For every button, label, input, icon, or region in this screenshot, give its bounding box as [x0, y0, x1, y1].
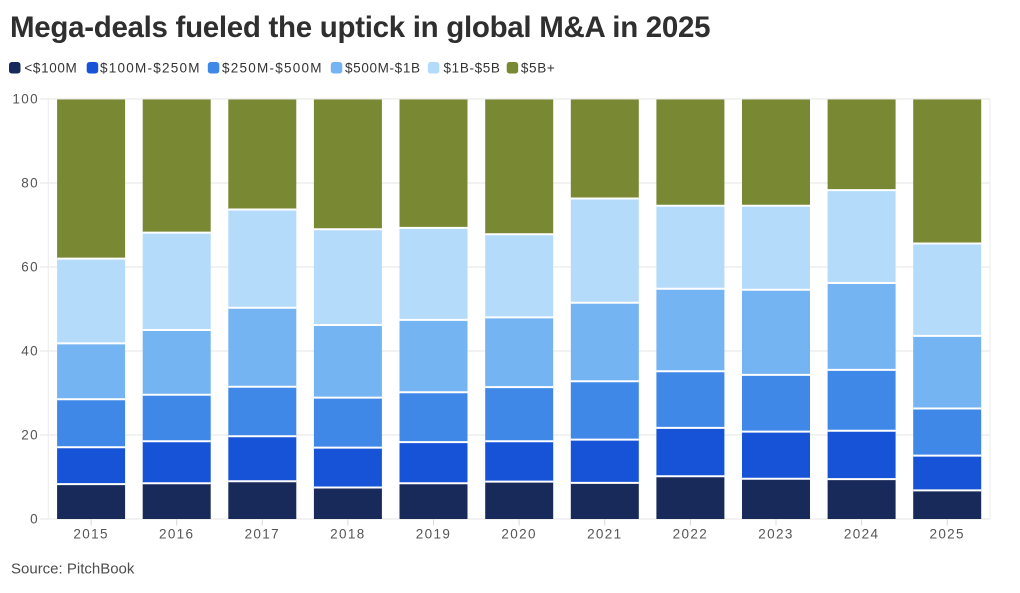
svg-text:<$100M: <$100M: [24, 61, 77, 76]
svg-text:80: 80: [21, 176, 39, 191]
svg-text:2022: 2022: [673, 527, 708, 542]
svg-text:$5B+: $5B+: [521, 61, 556, 76]
svg-text:$500M-$1B: $500M-$1B: [345, 61, 421, 76]
svg-text:100: 100: [12, 92, 39, 107]
svg-text:$100M-$250M: $100M-$250M: [100, 61, 201, 76]
svg-text:2019: 2019: [416, 527, 451, 542]
svg-text:2017: 2017: [245, 527, 280, 542]
svg-text:Mega-deals fueled the uptick i: Mega-deals fueled the uptick in global M…: [10, 11, 710, 44]
svg-text:40: 40: [21, 344, 39, 359]
svg-text:2024: 2024: [844, 527, 879, 542]
svg-text:2015: 2015: [73, 527, 108, 542]
svg-text:Source: PitchBook: Source: PitchBook: [11, 561, 135, 578]
svg-text:2016: 2016: [159, 527, 194, 542]
svg-text:$1B-$5B: $1B-$5B: [444, 61, 501, 76]
svg-text:2020: 2020: [501, 527, 536, 542]
svg-text:2025: 2025: [929, 527, 964, 542]
svg-text:20: 20: [21, 428, 39, 443]
svg-text:2018: 2018: [330, 527, 365, 542]
svg-text:$250M-$500M: $250M-$500M: [222, 61, 323, 76]
svg-text:2023: 2023: [758, 527, 793, 542]
svg-text:0: 0: [30, 512, 39, 527]
svg-text:2021: 2021: [587, 527, 622, 542]
svg-text:60: 60: [21, 260, 39, 275]
